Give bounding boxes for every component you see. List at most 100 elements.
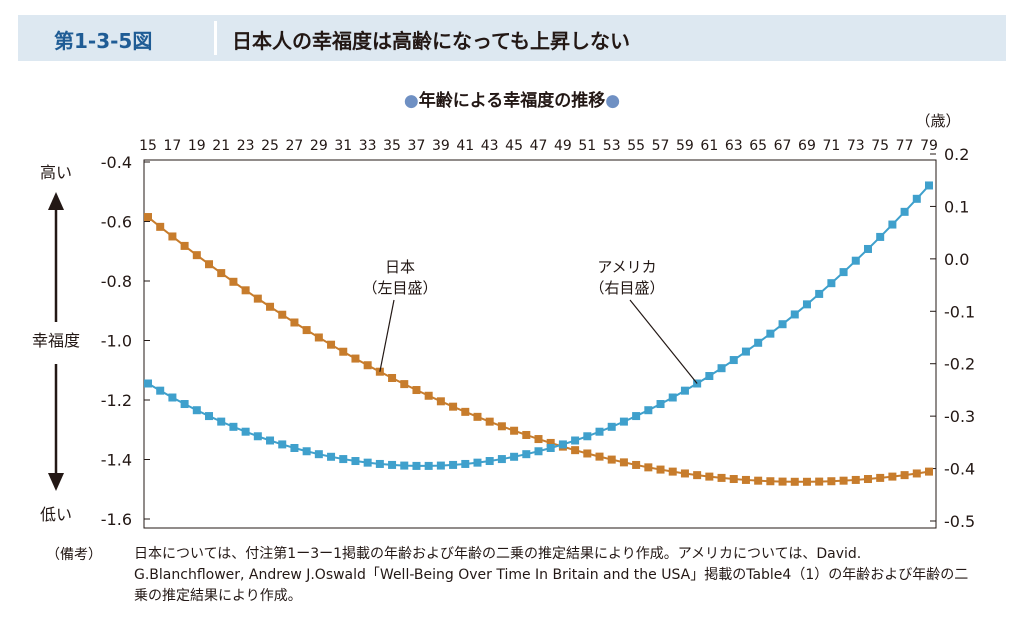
japan-point xyxy=(522,430,531,439)
japan-point xyxy=(156,222,165,231)
x-tick-label: 37 xyxy=(408,138,426,154)
japan-point xyxy=(900,471,909,480)
usa-point xyxy=(339,455,348,464)
usa-point xyxy=(766,329,775,338)
y-left-tick-label: -1.4 xyxy=(101,451,132,470)
usa-point xyxy=(412,461,421,470)
usa-point xyxy=(839,268,848,277)
x-tick-label: 51 xyxy=(578,138,596,154)
usa-point xyxy=(497,455,506,464)
x-tick-label: 29 xyxy=(310,138,328,154)
japan-point xyxy=(741,475,750,484)
japan-point xyxy=(339,347,348,356)
japan-point xyxy=(644,463,653,472)
x-tick-label: 75 xyxy=(871,138,889,154)
usa-point xyxy=(668,393,677,402)
x-tick-label: 71 xyxy=(822,138,840,154)
usa-point xyxy=(705,372,714,381)
y-axis-label: 幸福度 xyxy=(32,331,80,350)
usa-point xyxy=(266,436,275,445)
usa-point xyxy=(925,181,933,190)
happiness-chart: ●年齢による幸福度の推移● （歳） 15 17 19 21 23 25 27 29 31 33 35… xyxy=(32,90,975,531)
x-tick-label: 21 xyxy=(212,138,230,154)
japan-point xyxy=(461,407,470,416)
usa-point xyxy=(619,417,628,426)
japan-point xyxy=(314,333,323,342)
x-tick-label: 59 xyxy=(676,138,694,154)
y-right-tick-label: 0.0 xyxy=(944,250,969,269)
usa-point xyxy=(534,447,543,456)
japan-point xyxy=(302,326,311,335)
x-tick-label: 53 xyxy=(603,138,621,154)
header-divider xyxy=(214,21,217,55)
x-tick-label: 55 xyxy=(627,138,645,154)
usa-axis-note: （右目盛） xyxy=(589,279,664,297)
usa-point xyxy=(583,432,592,441)
usa-point xyxy=(144,379,152,388)
japan-point xyxy=(473,412,482,421)
japan-point xyxy=(815,477,824,486)
usa-point xyxy=(424,461,433,470)
japan-point xyxy=(168,232,177,241)
y-right-tick-label: 0.1 xyxy=(944,197,969,216)
usa-point xyxy=(680,386,689,395)
y-left-tick-label: -1.0 xyxy=(101,332,132,351)
y-right-tick-label: -0.5 xyxy=(944,512,975,531)
usa-point xyxy=(461,459,470,468)
x-tick-label: 65 xyxy=(749,138,767,154)
usa-point xyxy=(558,440,567,449)
y-right-tick-label: 0.2 xyxy=(944,145,969,164)
x-tick-label: 39 xyxy=(432,138,450,154)
usa-leader-line xyxy=(629,299,698,384)
y-left-tick-label: -1.6 xyxy=(101,510,132,529)
japan-point xyxy=(583,449,592,458)
usa-point xyxy=(912,194,921,203)
x-tick-label: 15 xyxy=(139,138,157,154)
japan-point xyxy=(595,452,604,461)
japan-leader-line xyxy=(379,299,395,372)
plot-frame xyxy=(143,159,937,529)
note-text: 日本については、付注第1ー3ー1掲載の年齢および年齢の二乗の推定結果により作成。… xyxy=(134,546,969,604)
usa-point xyxy=(900,207,909,216)
x-tick-label: 19 xyxy=(188,138,206,154)
usa-point xyxy=(595,427,604,436)
down-arrow-icon xyxy=(48,473,64,491)
usa-point xyxy=(314,450,323,459)
japan-point xyxy=(485,417,494,426)
japan-point xyxy=(802,477,811,486)
japan-point xyxy=(266,302,275,311)
x-tick-label: 47 xyxy=(530,138,548,154)
x-tick-label: 35 xyxy=(383,138,401,154)
x-tick-label: 79 xyxy=(920,138,938,154)
usa-point xyxy=(741,347,750,356)
usa-point xyxy=(644,406,653,415)
x-tick-label: 27 xyxy=(286,138,304,154)
usa-point xyxy=(241,427,250,436)
x-tick-label: 49 xyxy=(554,138,572,154)
x-tick-label: 45 xyxy=(505,138,523,154)
y-left-tick-label: -1.2 xyxy=(101,391,132,410)
usa-point xyxy=(778,320,787,329)
x-tick-label: 57 xyxy=(652,138,670,154)
usa-point xyxy=(351,457,360,466)
usa-point xyxy=(156,386,165,395)
japan-point xyxy=(363,361,372,370)
usa-point xyxy=(436,461,445,470)
usa-point xyxy=(449,460,458,469)
japan-point xyxy=(534,435,543,444)
usa-point xyxy=(607,422,616,431)
up-arrow-icon xyxy=(48,192,64,210)
japan-point xyxy=(205,260,214,269)
usa-point xyxy=(290,443,299,452)
japan-point xyxy=(656,465,665,474)
x-tick-label: 67 xyxy=(774,138,792,154)
usa-line xyxy=(147,184,930,467)
usa-point xyxy=(229,422,238,431)
japan-point xyxy=(632,460,641,469)
japan-point xyxy=(388,373,397,382)
japan-point xyxy=(327,340,336,349)
usa-point xyxy=(717,364,726,373)
figure-header: 第1-3-5図 日本人の幸福度は高齢になっても上昇しない xyxy=(18,15,1006,61)
usa-point xyxy=(388,460,397,469)
japan-series-label: 日本 xyxy=(385,258,415,276)
